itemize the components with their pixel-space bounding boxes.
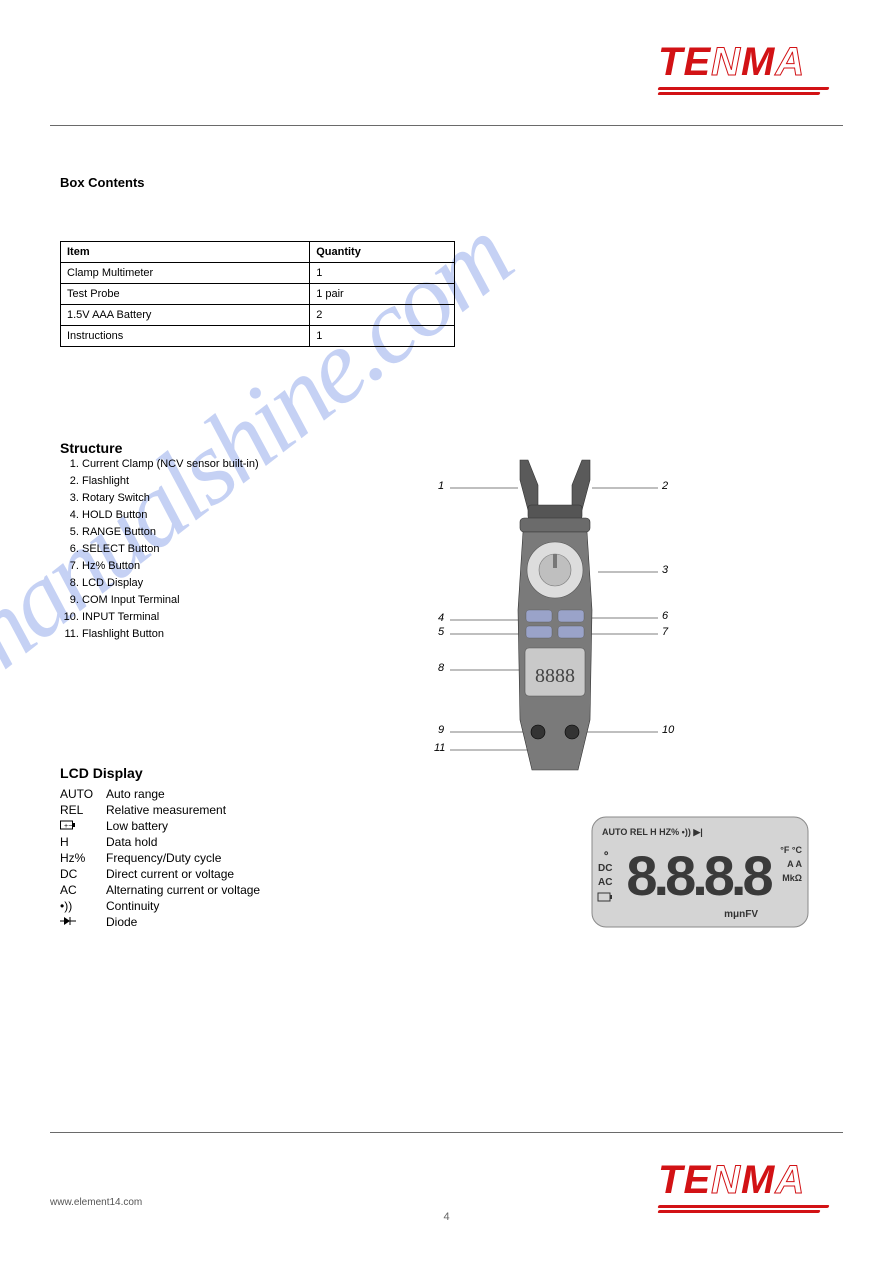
list-item: RANGE Button [82,524,405,541]
svg-text:DC: DC [598,863,612,874]
battery-icon: +− [60,819,106,833]
box-contents-table-wrap: Item Quantity Clamp Multimeter 1 Test Pr… [60,235,460,355]
sym-desc: Direct current or voltage [106,867,234,881]
callout-7: 7 [662,626,668,638]
table-row: 1.5V AAA Battery 2 [61,305,455,326]
callout-5: 5 [438,626,444,638]
device-figure: 8888 1 2 3 4 5 6 7 8 9 10 11 [420,450,690,790]
brand-text: TENMA [658,40,838,85]
list-item: INPUT Terminal [82,609,405,626]
svg-text:8888: 8888 [535,665,575,687]
logo-line [657,87,829,90]
multimeter-svg: 8888 [420,450,690,790]
table-row: Clamp Multimeter 1 [61,263,455,284]
lcd-top-row: AUTO REL H HZ% •)) ▶| [602,827,703,837]
list-item: Hz% Button [82,558,405,575]
brand-letter: E [683,40,711,84]
table-header-item: Item [61,242,310,263]
table-cell: 1 pair [310,284,455,305]
sym-desc: Continuity [106,899,159,913]
sym-desc: Diode [106,915,137,929]
rule-top [50,125,843,126]
sym-label: DC [60,867,106,881]
svg-text:+−: +− [64,823,72,830]
lcd-section: LCD Display AUTOAuto range RELRelative m… [60,765,490,931]
page-number: 4 [0,1211,893,1223]
list-item: LCD Display [82,575,405,592]
lcd-symbol-list: AUTOAuto range RELRelative measurement +… [60,787,490,929]
brand-text: TENMA [658,1158,838,1203]
sym-label: Hz% [60,851,106,865]
table-row: Instructions 1 [61,326,455,347]
callout-1: 1 [438,480,444,492]
list-item: Rotary Switch [82,490,405,507]
callout-11: 11 [434,742,445,754]
brand-letter: A [775,40,805,84]
svg-text:mμnFV: mμnFV [724,909,758,920]
structure-list: Current Clamp (NCV sensor built-in) Flas… [60,456,405,644]
svg-text:⚬: ⚬ [602,849,610,860]
rule-bottom [50,1132,843,1133]
table-cell: 1 [310,326,455,347]
callout-3: 3 [662,564,668,576]
table-cell: Clamp Multimeter [61,263,310,284]
svg-text:8.8.8.8: 8.8.8.8 [626,844,772,907]
brand-letter: T [658,40,683,84]
sym-desc: Data hold [106,835,157,849]
svg-text:A A: A A [787,859,802,869]
source-url: www.element14.com [50,1197,142,1208]
sym-desc: Frequency/Duty cycle [106,851,221,865]
callout-6: 6 [662,610,668,622]
brand-logo-bottom: TENMA [658,1158,838,1218]
callout-10: 10 [662,724,674,736]
continuity-icon: •)) [60,899,106,913]
box-contents-heading: Box Contents [60,175,460,190]
svg-text:°F °C: °F °C [780,845,802,855]
sym-label: REL [60,803,106,817]
list-item: COM Input Terminal [82,592,405,609]
sym-desc: Alternating current or voltage [106,883,260,897]
sym-desc: Auto range [106,787,165,801]
list-item: Flashlight Button [82,626,405,643]
svg-text:AC: AC [598,877,612,888]
list-item: Flashlight [82,473,405,490]
page: TENMA manualshine.com Box Contents Item … [0,0,893,1263]
structure-section: Structure Current Clamp (NCV sensor buil… [60,440,405,644]
brand-letter: N [711,40,741,84]
content-area: Box Contents Item Quantity Clamp Multime… [60,145,833,1123]
tenma-wordmark: TENMA [658,40,838,100]
list-item: Current Clamp (NCV sensor built-in) [82,456,405,473]
sym-label: AUTO [60,787,106,801]
structure-heading: Structure [60,440,405,456]
callout-9: 9 [438,724,444,736]
table-row: Item Quantity [61,242,455,263]
callout-2: 2 [662,480,668,492]
brand-logo-top: TENMA [658,40,838,100]
callout-8: 8 [438,662,444,674]
svg-text:MkΩ: MkΩ [782,873,802,883]
table-cell: Test Probe [61,284,310,305]
callout-4: 4 [438,612,444,624]
sym-label: H [60,835,106,849]
box-contents-table: Item Quantity Clamp Multimeter 1 Test Pr… [60,241,455,347]
sym-label: AC [60,883,106,897]
list-item: SELECT Button [82,541,405,558]
diode-icon [60,915,106,929]
box-contents-section: Box Contents [60,175,460,198]
sym-desc: Relative measurement [106,803,226,817]
sym-desc: Low battery [106,819,168,833]
table-cell: 1 [310,263,455,284]
logo-line [657,92,820,95]
brand-letter: M [741,40,775,84]
table-cell: 2 [310,305,455,326]
lcd-heading: LCD Display [60,765,490,781]
list-item: HOLD Button [82,507,405,524]
lcd-figure: AUTO REL H HZ% •)) ▶| ⚬ DC AC 8.8.8.8 °F… [590,815,810,930]
table-header-qty: Quantity [310,242,455,263]
table-cell: 1.5V AAA Battery [61,305,310,326]
table-cell: Instructions [61,326,310,347]
tenma-wordmark: TENMA [658,1158,838,1218]
table-row: Test Probe 1 pair [61,284,455,305]
